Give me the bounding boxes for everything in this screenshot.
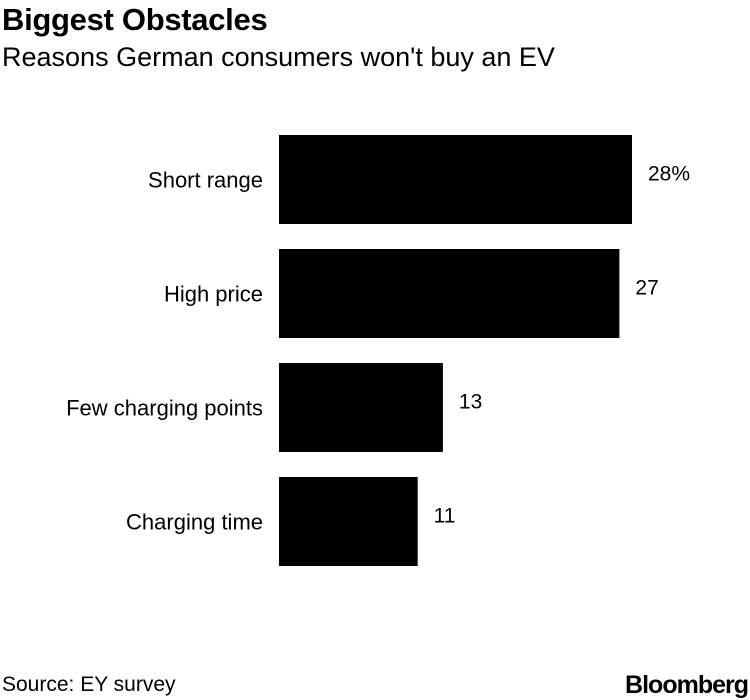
category-label: Short range xyxy=(148,168,263,193)
value-label: 28% xyxy=(648,163,690,186)
bar-short-range xyxy=(279,135,632,224)
category-label: High price xyxy=(164,282,263,307)
category-label: Charging time xyxy=(126,510,263,535)
value-label: 13 xyxy=(459,391,482,414)
bloomberg-logo: Bloomberg xyxy=(625,671,749,699)
value-label: 11 xyxy=(434,505,456,528)
bar-charging-time xyxy=(279,477,418,566)
chart-subtitle: Reasons German consumers won't buy an EV xyxy=(2,42,555,72)
category-label: Few charging points xyxy=(66,396,263,421)
value-label: 27 xyxy=(635,277,658,300)
source-note: Source: EY survey xyxy=(2,673,176,696)
chart-title: Biggest Obstacles xyxy=(2,2,268,37)
bar-high-price xyxy=(279,249,620,338)
bar-few-charging-points xyxy=(279,363,443,452)
